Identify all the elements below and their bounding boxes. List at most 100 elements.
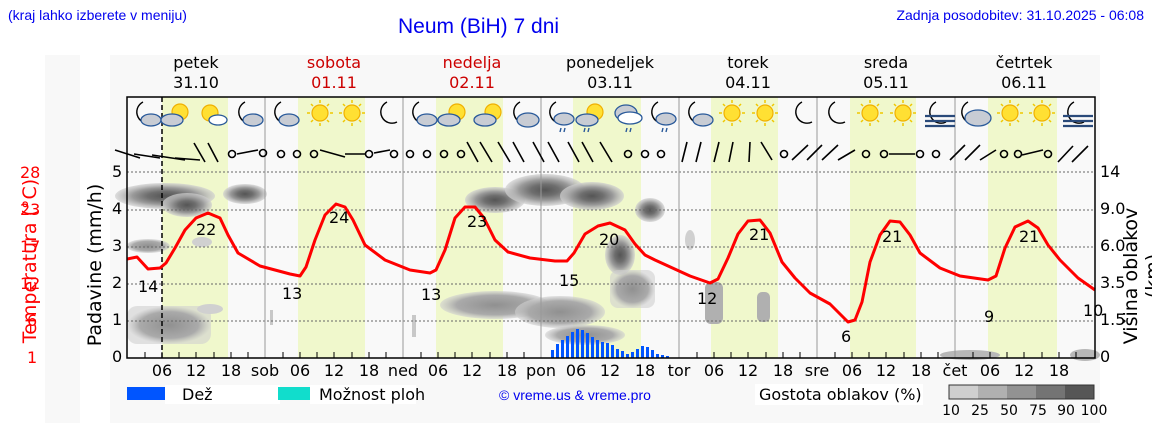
svg-text:12: 12 [738, 361, 758, 380]
svg-text:90: 90 [1057, 403, 1075, 419]
day-dividers [264, 97, 956, 358]
temp-tick: 1 [27, 348, 38, 367]
svg-text:25: 25 [971, 403, 989, 419]
svg-text:18: 18 [1049, 361, 1069, 380]
svg-text:24: 24 [329, 208, 349, 227]
svg-text:06: 06 [704, 361, 724, 380]
sun-icon [339, 100, 365, 126]
day-header-3: ponedeljek 03.11 [566, 53, 654, 92]
precip-tick: 0 [112, 347, 123, 366]
svg-text:12: 12 [876, 361, 896, 380]
sun-cloud-icon [437, 103, 466, 127]
svg-text:15: 15 [559, 271, 579, 290]
cloud-height-tick: 3.5 [1100, 273, 1126, 292]
rain-legend-swatch [127, 387, 175, 400]
sun-icon [1029, 100, 1055, 126]
cloud-density-layer [115, 174, 1100, 361]
weather-icons [136, 100, 1093, 133]
svg-text:06: 06 [566, 361, 586, 380]
svg-text:23: 23 [467, 212, 487, 231]
cloud-height-tick: 0 [1100, 347, 1111, 366]
sun-icon [307, 100, 333, 126]
precip-tick: 5 [112, 162, 123, 181]
svg-text:21: 21 [882, 227, 902, 246]
moon-cloud-icon [688, 101, 714, 127]
svg-text:6: 6 [841, 327, 851, 346]
svg-text:18: 18 [911, 361, 931, 380]
svg-text:50: 50 [1000, 403, 1018, 419]
temperature-axis-panel [45, 55, 80, 423]
day-header-4: torek 04.11 [725, 53, 771, 92]
svg-text:06: 06 [428, 361, 448, 380]
svg-text:18: 18 [221, 361, 241, 380]
x-axis-ticks [144, 352, 1077, 358]
cloud-rain-icon [614, 104, 643, 133]
sun-cloud-icon [473, 103, 502, 127]
cloud-height-tick: 14 [1100, 162, 1121, 181]
svg-text:čet: čet [943, 361, 968, 380]
moon-cloud-icon [274, 101, 300, 127]
svg-text:12: 12 [1014, 361, 1034, 380]
moon-fog-icon [1063, 101, 1093, 128]
moon-cloud-icon [238, 101, 264, 127]
day-header-5: sreda 05.11 [863, 53, 909, 92]
svg-text:pon: pon [526, 361, 556, 380]
moon-cloud-rain-icon [651, 101, 677, 133]
temp-tick: 17 [20, 237, 41, 256]
precip-tick: 2 [112, 273, 123, 292]
page-title: Neum (BiH) 7 dni [398, 15, 560, 38]
moon-icon [828, 101, 846, 124]
svg-text:9: 9 [984, 307, 994, 326]
svg-text:14: 14 [138, 277, 158, 296]
svg-text:12: 12 [697, 289, 717, 308]
x-axis-labels: 06 12 18 sob 06 12 18 ned 06 12 18 pon 0… [152, 361, 1069, 380]
svg-text:75: 75 [1029, 403, 1047, 419]
temp-tick: 23 [20, 200, 41, 219]
precip-tick: 3 [112, 236, 123, 255]
svg-text:12: 12 [600, 361, 620, 380]
svg-text:06: 06 [842, 361, 862, 380]
day-header-1: sobota 01.11 [306, 53, 362, 92]
svg-text:100: 100 [1081, 403, 1108, 419]
svg-text:06: 06 [290, 361, 310, 380]
svg-text:21: 21 [1019, 227, 1039, 246]
last-update: Zadnja posodobitev: 31.10.2025 - 06:08 [896, 7, 1144, 23]
svg-text:22: 22 [196, 220, 216, 239]
temp-tick: 12 [20, 274, 41, 293]
precip-tick: 1 [112, 310, 123, 329]
cloud-height-tick: 1.5 [1100, 310, 1126, 329]
sun-icon [997, 100, 1023, 126]
svg-text:12: 12 [186, 361, 206, 380]
sun-cloud-icon [160, 103, 189, 127]
svg-text:06: 06 [980, 361, 1000, 380]
svg-text:18: 18 [773, 361, 793, 380]
svg-text:21: 21 [749, 225, 769, 244]
svg-text:12: 12 [324, 361, 344, 380]
rain-bars [551, 329, 669, 358]
location-hint: (kraj lahko izberete v meniju) [8, 7, 187, 23]
day-header-2: nedelja 02.11 [442, 53, 502, 92]
svg-text:tor: tor [668, 361, 691, 380]
wind-barbs [114, 141, 1089, 163]
cloud-height-tick: 6.0 [1100, 236, 1126, 255]
svg-text:18: 18 [497, 361, 517, 380]
cloud-density-legend [948, 384, 1095, 400]
showers-legend-swatch [278, 387, 310, 400]
precip-tick: 4 [112, 199, 123, 218]
svg-text:ned: ned [388, 361, 418, 380]
sun-cloud-icon [201, 104, 228, 126]
svg-text:10: 10 [942, 403, 960, 419]
copyright-link[interactable]: © vreme.us & vreme.pro [499, 387, 651, 403]
cloud-density-ticks: 10 25 50 75 90 100 [942, 403, 1107, 419]
showers-legend-label: Možnost ploh [319, 385, 426, 404]
svg-text:13: 13 [282, 284, 302, 303]
svg-text:18: 18 [359, 361, 379, 380]
rain-legend-label: Dež [182, 385, 213, 404]
sun-cloud-rain-icon [575, 103, 604, 133]
moon-icon [795, 101, 813, 124]
moon-cloud-icon [513, 101, 540, 128]
svg-text:12: 12 [462, 361, 482, 380]
temp-tick: 6 [27, 311, 38, 330]
sun-icon [857, 100, 883, 126]
